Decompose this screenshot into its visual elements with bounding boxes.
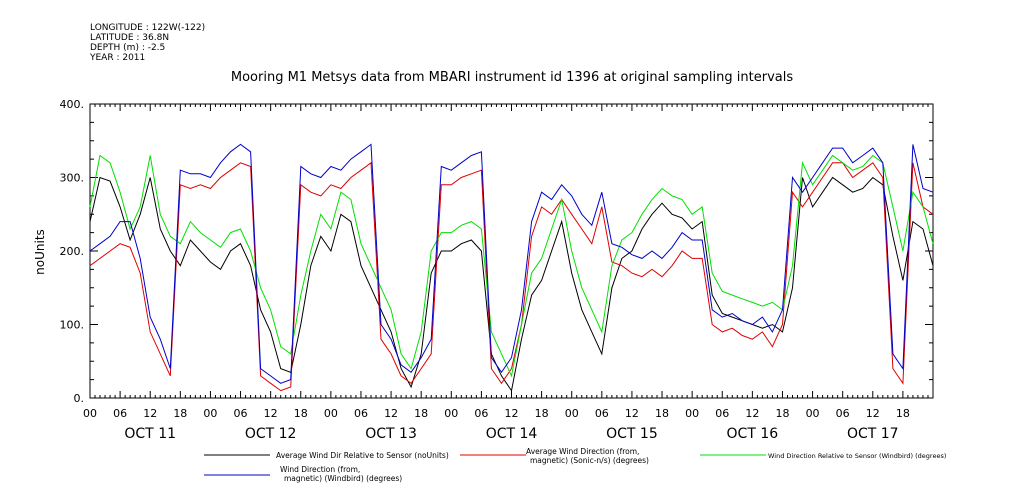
legend-label-3: Wind Direction Relative to Sensor (Windb… [768,452,946,460]
y-tick-label: 300. [60,172,85,185]
series-line-4 [89,143,934,384]
x-axis: 00 06 12 18 00 06 12 18 00 06 12 18 00 06 12 18 00 06 12 18… [83,104,934,442]
day-label: OCT 16 [727,426,779,442]
x-tick-label: 18 [655,407,669,420]
x-tick-label: 06 [234,407,248,420]
series-line-3 [89,154,934,378]
x-tick-label: 18 [414,407,428,420]
x-tick-label: 06 [113,407,127,420]
x-tick-label: 00 [565,407,579,420]
day-label: OCT 15 [606,426,658,442]
x-tick-label: 12 [143,407,157,420]
meta-depth: DEPTH (m) : -2.5 [90,43,165,53]
y-tick-label: 100. [60,319,85,332]
series-line-1 [89,176,934,392]
y-axis-label: noUnits [33,229,47,275]
y-tick-label: 400. [60,98,85,111]
x-tick-label: 06 [474,407,488,420]
legend-label-2: Average Wind Direction (from, magnetic) … [526,447,649,465]
x-tick-label: 12 [264,407,278,420]
x-tick-label: 12 [745,407,759,420]
x-tick-label: 18 [775,407,789,420]
x-tick-label: 00 [685,407,699,420]
x-tick-label: 12 [384,407,398,420]
day-label: OCT 12 [245,426,297,442]
series-layer [89,143,934,392]
legend-label-2-line-1: Average Wind Direction (from, [526,447,639,456]
x-tick-label: 00 [444,407,458,420]
x-tick-label: 18 [896,407,910,420]
x-tick-label: 12 [866,407,880,420]
x-tick-label: 18 [535,407,549,420]
day-label: OCT 13 [365,426,417,442]
y-axis: 0. 100. 200. 300. 400. [60,98,933,405]
x-tick-label: 00 [324,407,338,420]
series-line-2 [89,161,934,392]
y-tick-label: 200. [60,245,85,258]
chart-title: Mooring M1 Metsys data from MBARI instru… [231,70,793,85]
x-tick-label: 06 [595,407,609,420]
meta-latitude: LATITUDE : 36.8N [90,33,169,43]
legend-label-4: Wind Direction (from, magnetic) (Windbir… [280,465,402,483]
x-tick-label: 06 [836,407,850,420]
x-tick-label: 06 [354,407,368,420]
x-tick-label: 12 [505,407,519,420]
day-label: OCT 14 [486,426,538,442]
x-tick-label: 06 [715,407,729,420]
x-tick-label: 00 [203,407,217,420]
x-tick-label: 18 [294,407,308,420]
y-tick-label: 0. [74,392,85,405]
legend: Average Wind Dir Relative to Sensor (noU… [204,447,946,483]
x-tick-label: 12 [625,407,639,420]
day-label: OCT 11 [124,426,176,442]
meta-longitude: LONGITUDE : 122W(-122) [90,23,205,33]
x-tick-label: 00 [83,407,97,420]
legend-label-4-line-2: magnetic) (Windbird) (degrees) [284,474,402,483]
meta-year: YEAR : 2011 [89,53,145,63]
legend-label-1: Average Wind Dir Relative to Sensor (noU… [276,451,449,460]
x-tick-label: 18 [173,407,187,420]
legend-label-4-line-1: Wind Direction (from, [280,465,360,474]
day-label: OCT 17 [847,426,899,442]
legend-label-2-line-2: magnetic) (Sonic-n/s) (degrees) [530,456,649,465]
plot-frame [89,103,934,399]
x-tick-label: 00 [806,407,820,420]
